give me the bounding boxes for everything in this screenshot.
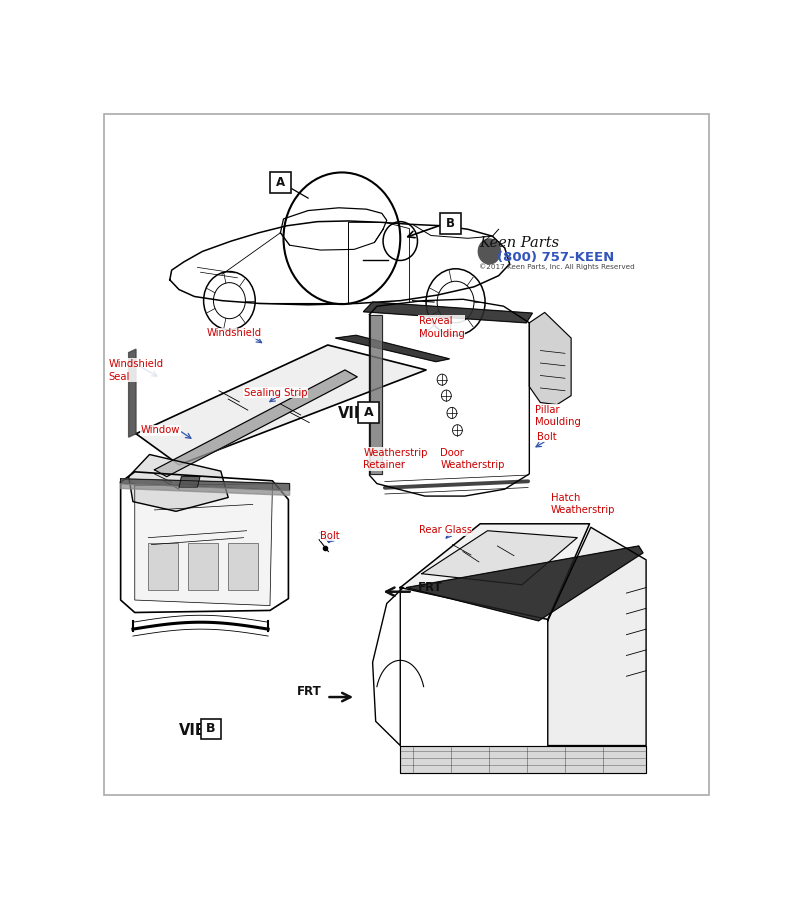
Text: Rear Glass: Rear Glass: [419, 526, 472, 536]
Polygon shape: [179, 477, 200, 487]
Polygon shape: [407, 546, 643, 621]
Text: Weatherstrip
Retainer: Weatherstrip Retainer: [363, 447, 427, 471]
Text: A: A: [276, 176, 285, 189]
Text: B: B: [206, 723, 216, 735]
Polygon shape: [128, 454, 228, 511]
Polygon shape: [400, 524, 589, 619]
Polygon shape: [121, 479, 289, 490]
Circle shape: [478, 239, 500, 264]
Text: A: A: [363, 406, 374, 419]
Text: Window: Window: [141, 426, 180, 436]
Text: Bolt: Bolt: [320, 531, 340, 541]
Text: (800) 757-KEEN: (800) 757-KEEN: [497, 251, 615, 265]
Text: Hatch
Weatherstrip: Hatch Weatherstrip: [551, 492, 615, 516]
Text: Bolt: Bolt: [537, 432, 557, 442]
Text: Windshield: Windshield: [207, 328, 262, 338]
Bar: [270, 172, 291, 193]
Polygon shape: [136, 345, 426, 465]
Text: VIEW: VIEW: [338, 406, 381, 421]
Text: Sealing Strip: Sealing Strip: [243, 388, 307, 398]
Text: Keen Parts: Keen Parts: [479, 236, 559, 250]
Polygon shape: [128, 349, 136, 437]
Text: Door
Weatherstrip: Door Weatherstrip: [440, 447, 504, 471]
Text: VIEW: VIEW: [179, 723, 222, 738]
Text: B: B: [446, 217, 455, 230]
Text: Pillar
Moulding: Pillar Moulding: [535, 405, 581, 428]
Bar: [201, 718, 221, 739]
Polygon shape: [548, 527, 646, 745]
Text: FRT: FRT: [417, 581, 442, 594]
Polygon shape: [422, 531, 577, 585]
Polygon shape: [121, 483, 289, 495]
Bar: [148, 543, 178, 590]
Bar: [188, 543, 218, 590]
Text: FRT: FRT: [297, 685, 322, 698]
Bar: [228, 543, 258, 590]
Polygon shape: [155, 370, 357, 477]
Bar: [440, 213, 461, 234]
Polygon shape: [135, 483, 273, 606]
Text: ©2017 Keen Parts, Inc. All Rights Reserved: ©2017 Keen Parts, Inc. All Rights Reserv…: [479, 263, 634, 270]
Polygon shape: [370, 314, 382, 474]
Polygon shape: [400, 745, 646, 773]
Bar: [358, 401, 379, 423]
Polygon shape: [335, 336, 450, 362]
Polygon shape: [363, 302, 532, 323]
Polygon shape: [530, 312, 571, 405]
Text: Reveal
Moulding: Reveal Moulding: [419, 316, 465, 338]
Text: Windshield
Seal: Windshield Seal: [109, 359, 163, 382]
